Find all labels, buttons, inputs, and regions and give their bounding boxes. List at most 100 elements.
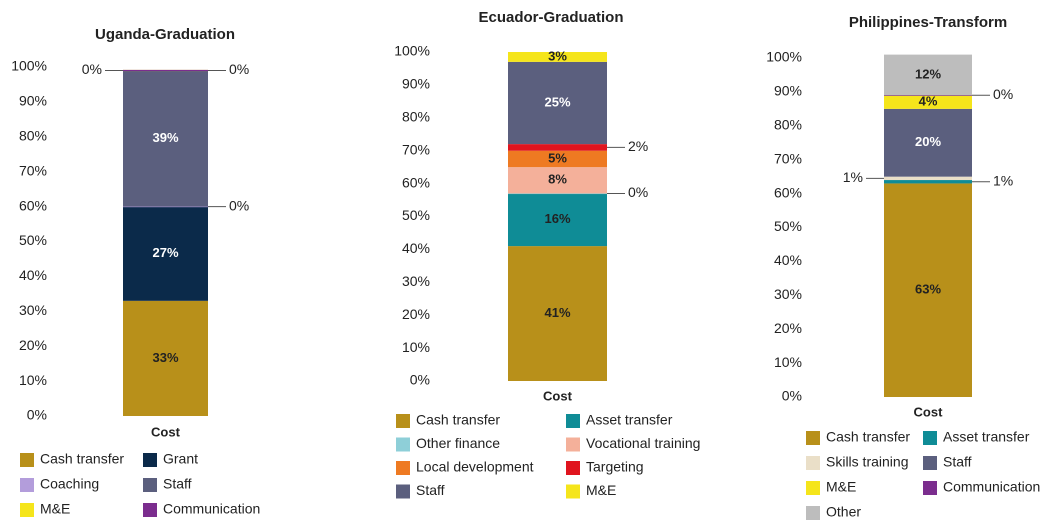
data-label: 39%	[152, 130, 178, 145]
legend-label: Asset transfer	[943, 429, 1030, 445]
legend-label: Communication	[163, 501, 260, 517]
y-tick-label: 30%	[19, 302, 47, 318]
bar-segment	[123, 300, 208, 416]
bar-segment	[508, 144, 607, 151]
legend-label: Local development	[416, 459, 534, 475]
data-label: 63%	[915, 282, 941, 297]
data-label: 1%	[843, 169, 863, 185]
legend-swatch	[566, 461, 580, 475]
legend-swatch	[806, 506, 820, 520]
y-tick-label: 90%	[19, 93, 47, 109]
y-tick-label: 50%	[402, 207, 430, 223]
y-tick-label: 80%	[402, 109, 430, 125]
chart-title: Uganda-Graduation	[95, 26, 235, 43]
legend-swatch	[20, 453, 34, 467]
legend-label: Grant	[163, 451, 198, 467]
legend-swatch	[566, 484, 580, 499]
y-tick-label: 70%	[774, 150, 802, 166]
chart: Philippines-Transform 0% 10% 20% 30% 40% 50% 60…	[766, 14, 1040, 520]
legend-label: Other	[826, 504, 861, 520]
data-label: 2%	[628, 138, 648, 154]
legend-swatch	[396, 461, 410, 475]
y-tick-label: 20%	[774, 320, 802, 336]
bar-segment	[123, 206, 208, 301]
y-tick-label: 100%	[11, 58, 47, 74]
legend-label: Vocational training	[586, 435, 700, 451]
y-tick-label: 60%	[402, 174, 430, 190]
data-label: 33%	[152, 350, 178, 365]
y-tick-label: 80%	[19, 128, 47, 144]
data-label: 25%	[544, 94, 570, 109]
y-tick-label: 90%	[774, 83, 802, 99]
legend-label: Staff	[416, 482, 445, 498]
y-tick-label: 40%	[402, 240, 430, 256]
bar-segment	[508, 150, 607, 168]
y-tick-label: 50%	[774, 218, 802, 234]
legend-label: Cash transfer	[826, 429, 910, 445]
legend-label: Staff	[943, 454, 972, 470]
data-label: 0%	[229, 197, 249, 213]
legend-swatch	[806, 431, 820, 445]
data-label: 41%	[544, 305, 570, 320]
legend-swatch	[923, 431, 937, 445]
data-label: 0%	[993, 86, 1013, 102]
data-label: 16%	[544, 211, 570, 226]
legend-label: Cash transfer	[40, 451, 124, 467]
legend-label: Cash transfer	[416, 412, 500, 428]
legend-label: Other finance	[416, 435, 500, 451]
legend-swatch	[143, 453, 157, 467]
y-tick-label: 10%	[402, 339, 430, 355]
bar-segment	[884, 54, 972, 96]
bar-segment	[884, 183, 972, 397]
data-label: 0%	[229, 61, 249, 77]
y-tick-label: 50%	[19, 232, 47, 248]
bar-segment	[123, 70, 208, 207]
y-tick-label: 60%	[774, 184, 802, 200]
legend-label: Coaching	[40, 476, 99, 492]
y-tick-label: 100%	[394, 43, 430, 59]
y-tick-label: 0%	[410, 372, 430, 388]
data-label: 8%	[548, 172, 567, 187]
y-tick-label: 0%	[782, 388, 802, 404]
chart-title: Ecuador-Graduation	[478, 9, 623, 26]
data-label: 5%	[548, 150, 567, 165]
data-label: 20%	[915, 134, 941, 149]
data-label: 0%	[628, 184, 648, 200]
bar-segment	[508, 61, 607, 145]
bar-segment	[508, 52, 607, 62]
bar-segment	[123, 69, 208, 72]
data-label: 4%	[919, 94, 938, 109]
y-tick-label: 100%	[766, 49, 802, 65]
legend-label: Skills training	[826, 454, 908, 470]
legend-label: Targeting	[586, 459, 644, 475]
bar-segment	[884, 108, 972, 177]
legend-swatch	[396, 414, 410, 428]
y-tick-label: 30%	[774, 286, 802, 302]
y-tick-label: 0%	[27, 407, 47, 423]
chart-title: Philippines-Transform	[849, 14, 1007, 31]
y-tick-label: 80%	[774, 117, 802, 133]
legend-label: Staff	[163, 476, 192, 492]
y-tick-label: 40%	[774, 252, 802, 268]
data-label: 12%	[915, 66, 941, 81]
y-tick-label: 60%	[19, 197, 47, 213]
x-tick-label: Cost	[914, 404, 944, 419]
legend-swatch	[20, 503, 34, 517]
legend-swatch	[923, 481, 937, 495]
legend-swatch	[143, 503, 157, 517]
legend-swatch	[923, 456, 937, 470]
data-label: 27%	[152, 245, 178, 260]
legend-label: M&E	[586, 482, 616, 498]
bar-segment	[884, 95, 972, 109]
data-label: 3%	[548, 48, 567, 63]
bar-segment	[884, 180, 972, 184]
y-tick-label: 20%	[19, 337, 47, 353]
data-label: 1%	[993, 172, 1013, 188]
legend-label: Communication	[943, 479, 1040, 495]
legend-swatch	[806, 481, 820, 495]
bar-segment	[884, 176, 972, 181]
y-tick-label: 10%	[774, 354, 802, 370]
legend-swatch	[566, 414, 580, 428]
y-tick-label: 10%	[19, 372, 47, 388]
